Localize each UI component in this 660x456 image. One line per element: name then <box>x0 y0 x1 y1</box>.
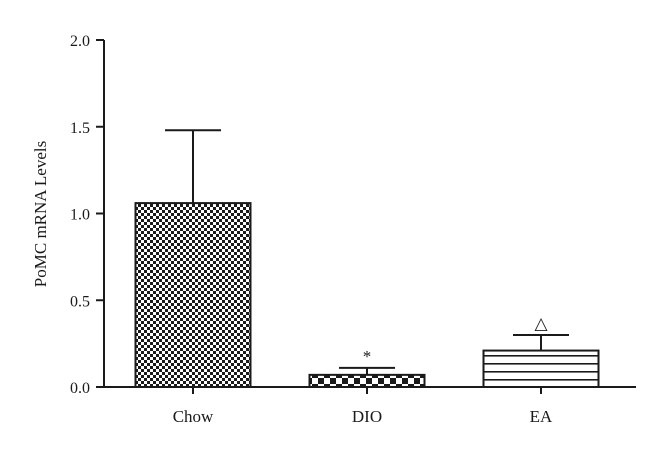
y-tick-label-4: 2.0 <box>70 33 90 50</box>
y-tick-label-0: 0.0 <box>70 380 90 397</box>
x-tick-label-ea: EA <box>530 407 553 426</box>
significance-marker-dio: * <box>363 347 372 366</box>
y-tick-label-2: 1.0 <box>70 207 90 224</box>
chart-marks: 0.0 0.5 1.0 1.5 2.0 Chow * DIO △ EA <box>70 33 600 426</box>
x-tick-label-dio: DIO <box>352 407 382 426</box>
y-axis-label: PoMC mRNA Levels <box>31 141 50 287</box>
y-tick-label-1: 0.5 <box>70 293 90 310</box>
significance-marker-ea: △ <box>534 314 548 333</box>
bar-chow <box>134 202 252 388</box>
bar-ea <box>482 349 600 389</box>
bar-dio <box>308 373 426 389</box>
x-tick-label-chow: Chow <box>173 407 214 426</box>
y-tick-label-3: 1.5 <box>70 120 90 137</box>
